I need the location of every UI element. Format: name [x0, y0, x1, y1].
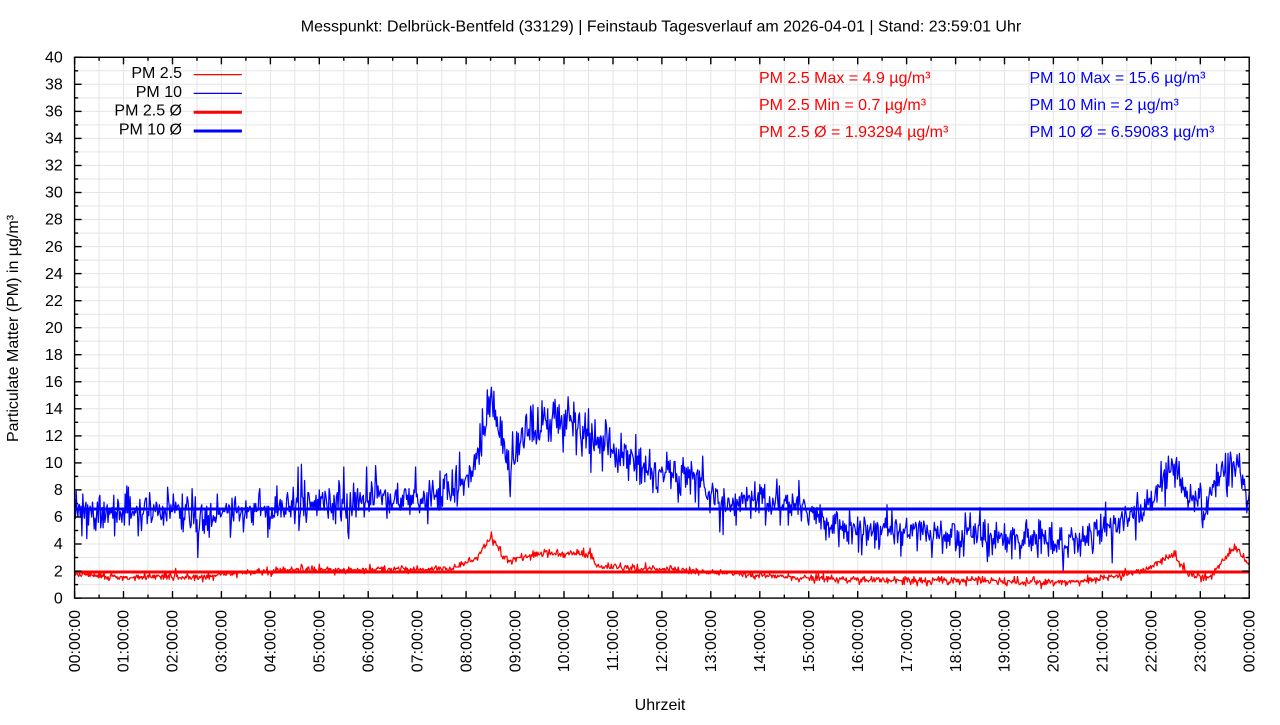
svg-text:20:00:00: 20:00:00	[1046, 610, 1063, 672]
svg-text:PM 2.5: PM 2.5	[131, 65, 182, 82]
svg-text:PM 10 Ø: PM 10 Ø	[119, 122, 182, 139]
svg-text:40: 40	[45, 50, 63, 67]
svg-text:PM 2.5 Min = 0.7 µg/m³: PM 2.5 Min = 0.7 µg/m³	[759, 97, 927, 114]
svg-text:PM 10 Max = 15.6 µg/m³: PM 10 Max = 15.6 µg/m³	[1030, 70, 1207, 87]
svg-text:26: 26	[45, 239, 63, 256]
svg-text:05:00:00: 05:00:00	[312, 610, 329, 672]
svg-text:15:00:00: 15:00:00	[801, 610, 818, 672]
svg-text:12: 12	[45, 428, 63, 445]
svg-text:22:00:00: 22:00:00	[1144, 610, 1161, 672]
svg-text:36: 36	[45, 104, 63, 121]
svg-text:PM 10 Min = 2 µg/m³: PM 10 Min = 2 µg/m³	[1030, 97, 1180, 114]
svg-text:16: 16	[45, 374, 63, 391]
svg-text:01:00:00: 01:00:00	[116, 610, 133, 672]
svg-text:0: 0	[54, 590, 63, 607]
svg-text:16:00:00: 16:00:00	[850, 610, 867, 672]
svg-text:PM 2.5 Ø: PM 2.5 Ø	[114, 103, 182, 120]
svg-text:22: 22	[45, 293, 63, 310]
svg-text:32: 32	[45, 158, 63, 175]
svg-text:PM 2.5 Ø = 1.93294 µg/m³: PM 2.5 Ø = 1.93294 µg/m³	[759, 124, 949, 141]
svg-text:21:00:00: 21:00:00	[1095, 610, 1112, 672]
svg-text:PM 2.5 Max = 4.9 µg/m³: PM 2.5 Max = 4.9 µg/m³	[759, 70, 931, 87]
svg-text:03:00:00: 03:00:00	[214, 610, 231, 672]
svg-text:Uhrzeit: Uhrzeit	[635, 697, 686, 714]
svg-text:00:00:00: 00:00:00	[1241, 610, 1258, 672]
svg-text:11:00:00: 11:00:00	[605, 610, 622, 671]
svg-text:10: 10	[45, 455, 63, 472]
svg-text:00:00:00: 00:00:00	[67, 610, 84, 672]
svg-text:PM 10: PM 10	[136, 84, 182, 101]
svg-text:13:00:00: 13:00:00	[703, 610, 720, 672]
svg-text:07:00:00: 07:00:00	[409, 610, 426, 672]
svg-text:30: 30	[45, 185, 63, 202]
svg-text:38: 38	[45, 77, 63, 94]
svg-text:19:00:00: 19:00:00	[997, 610, 1014, 672]
svg-text:Particulate Matter (PM) in µg/: Particulate Matter (PM) in µg/m³	[5, 214, 22, 442]
svg-text:20: 20	[45, 320, 63, 337]
svg-text:6: 6	[54, 509, 63, 526]
svg-text:23:00:00: 23:00:00	[1193, 610, 1210, 672]
svg-text:14:00:00: 14:00:00	[752, 610, 769, 672]
svg-text:04:00:00: 04:00:00	[263, 610, 280, 672]
svg-text:09:00:00: 09:00:00	[507, 610, 524, 672]
svg-text:06:00:00: 06:00:00	[360, 610, 377, 672]
svg-text:14: 14	[45, 401, 63, 418]
svg-text:24: 24	[45, 266, 63, 283]
svg-text:18: 18	[45, 347, 63, 364]
svg-text:Messpunkt: Delbrück-Bentfeld (: Messpunkt: Delbrück-Bentfeld (33129) | F…	[301, 19, 1022, 36]
svg-text:PM 10 Ø = 6.59083 µg/m³: PM 10 Ø = 6.59083 µg/m³	[1030, 124, 1216, 141]
svg-text:12:00:00: 12:00:00	[654, 610, 671, 672]
svg-text:02:00:00: 02:00:00	[165, 610, 182, 672]
svg-text:10:00:00: 10:00:00	[556, 610, 573, 672]
svg-text:17:00:00: 17:00:00	[899, 610, 916, 672]
svg-text:34: 34	[45, 131, 63, 148]
svg-text:08:00:00: 08:00:00	[458, 610, 475, 672]
svg-text:2: 2	[54, 563, 63, 580]
svg-text:28: 28	[45, 212, 63, 229]
svg-text:4: 4	[54, 536, 63, 553]
svg-text:8: 8	[54, 482, 63, 499]
svg-text:18:00:00: 18:00:00	[948, 610, 965, 672]
